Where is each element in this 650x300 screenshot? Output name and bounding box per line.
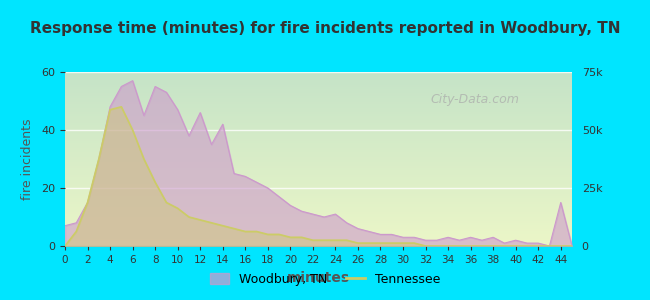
Legend: Woodbury, TN, Tennessee: Woodbury, TN, Tennessee <box>205 268 445 291</box>
Text: City-Data.com: City-Data.com <box>430 93 519 106</box>
Y-axis label: fire incidents: fire incidents <box>21 118 34 200</box>
X-axis label: minutes: minutes <box>287 271 350 285</box>
Text: Response time (minutes) for fire incidents reported in Woodbury, TN: Response time (minutes) for fire inciden… <box>30 21 620 36</box>
